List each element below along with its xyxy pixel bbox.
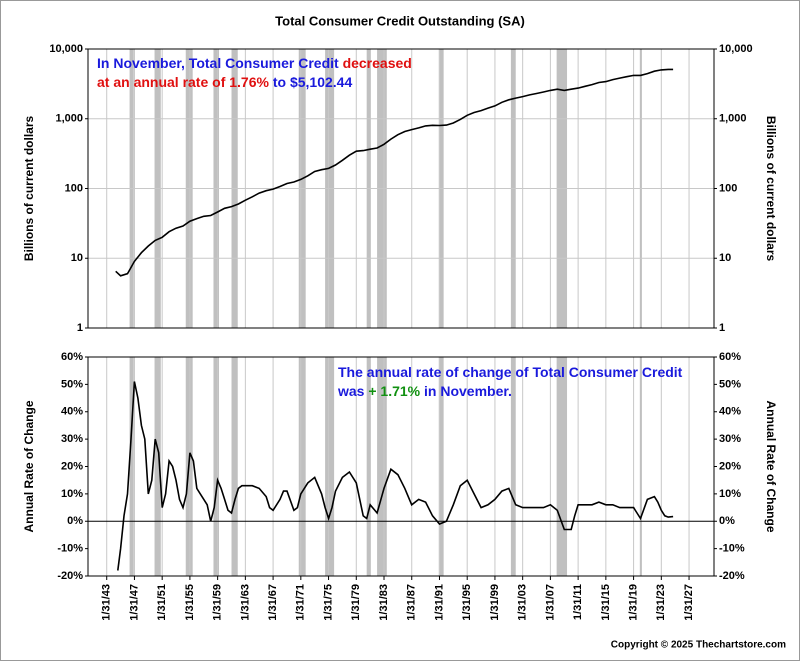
y-tick-label: 10,000: [49, 43, 83, 55]
y-tick-label-right: 40%: [719, 406, 741, 418]
plot-frame: [87, 48, 715, 329]
x-tick-label: 1/31/95: [461, 584, 473, 621]
y-tick-label: 1,000: [55, 113, 83, 125]
y-tick-label: 0%: [67, 515, 83, 527]
y-axis-label: Annual Rate of Change: [22, 400, 36, 532]
y-tick-label: -20%: [57, 570, 83, 582]
recession-band: [129, 357, 134, 576]
x-tick-label: 1/31/47: [128, 584, 140, 621]
x-tick-label: 1/31/27: [683, 584, 695, 621]
y-tick-label-right: 60%: [719, 351, 741, 363]
x-tick-label: 1/31/55: [184, 584, 196, 621]
data-line: [115, 68, 674, 277]
x-tick-label: 1/31/75: [322, 584, 334, 621]
recession-band: [325, 357, 335, 576]
x-tick-label: 1/31/19: [627, 584, 639, 621]
recession-band: [510, 357, 516, 576]
x-tick-label: 1/31/59: [212, 584, 224, 621]
y-tick-label: 20%: [61, 460, 83, 472]
annotation-part: + 1.71%: [368, 383, 420, 399]
recession-band: [298, 357, 306, 576]
recession-band: [556, 357, 568, 576]
y-tick-label-right: -10%: [719, 543, 745, 555]
y-tick-label-right: 50%: [719, 378, 741, 390]
y-tick-label-right: 1,000: [719, 113, 747, 125]
y-tick-label-right: 0%: [719, 515, 735, 527]
y-tick-label: 60%: [61, 351, 83, 363]
x-tick-label: 1/31/87: [406, 584, 418, 621]
y-axis-label: Billions of current dollars: [22, 116, 36, 262]
y-axis-label-right: Annual Rate of Change: [764, 400, 778, 532]
x-tick-label: 1/31/07: [544, 584, 556, 621]
plot-frame: [87, 356, 715, 577]
y-tick-label-right: 10: [719, 252, 731, 264]
y-tick-label: -10%: [57, 543, 83, 555]
x-tick-label: 1/31/67: [267, 584, 279, 621]
x-tick-label: 1/31/15: [600, 584, 612, 621]
y-tick-label-right: 10%: [719, 488, 741, 500]
y-tick-label: 30%: [61, 433, 83, 445]
x-tick-label: 1/31/83: [378, 584, 390, 621]
recession-band: [231, 357, 238, 576]
recession-band: [377, 357, 387, 576]
y-tick-label: 50%: [61, 378, 83, 390]
annotation: was + 1.71% in November.: [337, 383, 512, 399]
y-tick-label: 100: [65, 182, 83, 194]
annotation-part: The annual rate of change of Total Consu…: [338, 364, 683, 380]
y-tick-label: 10%: [61, 488, 83, 500]
x-tick-label: 1/31/79: [350, 584, 362, 621]
annotation: The annual rate of change of Total Consu…: [338, 364, 683, 380]
annotation-part: in November.: [424, 383, 512, 399]
y-tick-label-right: 10,000: [719, 43, 753, 55]
y-axis-label-right: Billions of current dollars: [764, 116, 778, 262]
x-tick-label: 1/31/11: [572, 584, 584, 620]
recession-band: [639, 357, 642, 576]
y-tick-label-right: -20%: [719, 570, 745, 582]
recession-band: [366, 357, 371, 576]
y-tick-label-right: 20%: [719, 460, 741, 472]
annotation-part: was: [337, 383, 365, 399]
data-line: [117, 381, 674, 571]
annotation-part: In November, Total Consumer Credit: [97, 55, 339, 71]
x-tick-label: 1/31/43: [101, 584, 113, 621]
x-tick-label: 1/31/99: [489, 584, 501, 621]
y-tick-label-right: 100: [719, 182, 737, 194]
footer: Copyright © 2025 Thechartstore.com: [611, 640, 786, 651]
annotation-part: at an annual rate of 1.76%: [97, 74, 269, 90]
annotation: at an annual rate of 1.76% to $5,102.44: [97, 74, 352, 90]
y-tick-label: 1: [77, 322, 83, 334]
recession-band: [154, 357, 161, 576]
x-tick-label: 1/31/91: [433, 584, 445, 621]
y-tick-label: 10: [71, 252, 83, 264]
chart-title: Total Consumer Credit Outstanding (SA): [275, 13, 525, 28]
y-tick-label-right: 30%: [719, 433, 741, 445]
annotation-part: to $5,102.44: [273, 74, 353, 90]
x-tick-label: 1/31/23: [655, 584, 667, 621]
recession-band: [438, 357, 444, 576]
x-tick-label: 1/31/51: [156, 584, 168, 621]
x-tick-label: 1/31/63: [239, 584, 251, 621]
recession-band: [213, 357, 220, 576]
y-tick-label: 40%: [61, 406, 83, 418]
y-tick-label-right: 1: [719, 322, 725, 334]
x-tick-label: 1/31/03: [517, 584, 529, 621]
annotation-part: decreased: [343, 55, 412, 71]
annotation: In November, Total Consumer Credit decre…: [97, 55, 412, 71]
x-tick-label: 1/31/71: [295, 584, 307, 621]
